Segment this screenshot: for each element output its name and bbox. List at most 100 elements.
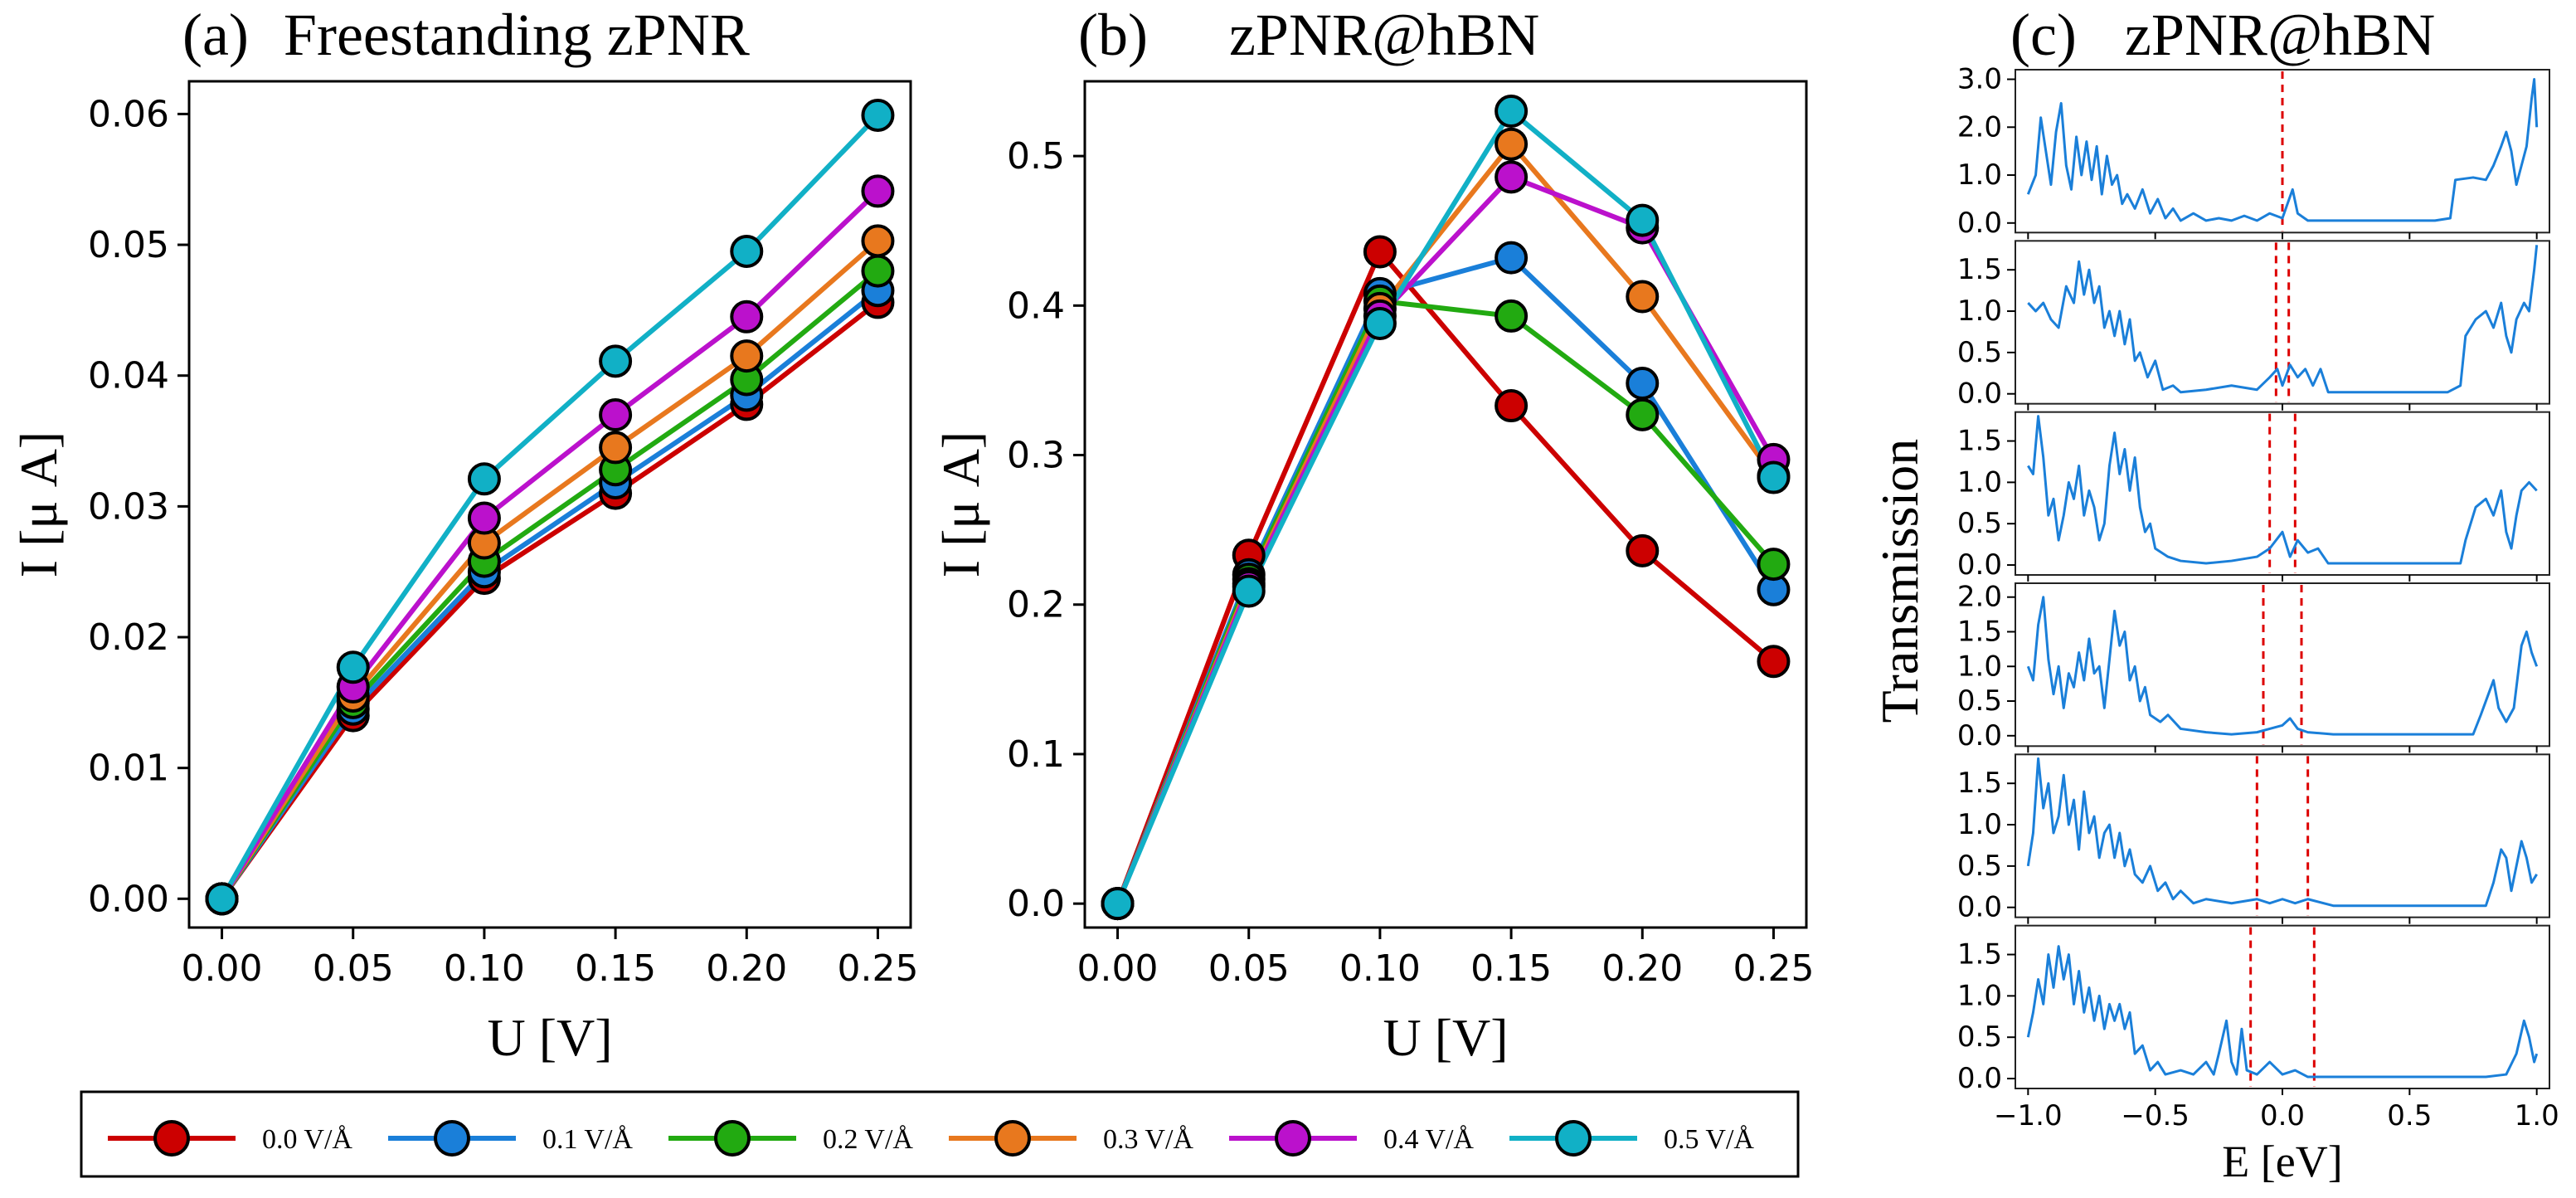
x-tick-label: 0.20 [1601,947,1683,990]
legend-label: 0.1 V/Å [542,1124,633,1155]
legend-marker [1555,1120,1592,1157]
data-point-s2-p5 [1757,548,1791,582]
data-point-s4-p4 [730,300,764,334]
y-tick-label: 0.03 [88,485,169,528]
series-line-3 [1115,141,1776,905]
y-tick-label: 0.00 [88,878,169,920]
transmission-subplot-1: 0.0 1.0 2.0 3.0 [1957,63,2550,240]
legend-entry-0: 0.0 V/Å [108,1120,352,1157]
series-line-5 [219,113,880,900]
legend-entry-3: 0.3 V/Å [949,1120,1193,1157]
data-point-s4-p2 [467,501,501,535]
legend-marker [994,1120,1031,1157]
transmission-subplot-6: 0.0 0.5 1.0 1.5 [1957,924,2550,1095]
legend-marker [434,1120,470,1157]
transmission-subplot-5: 0.0 0.5 1.0 1.5 [1957,753,2550,924]
x-tick-label: 0.00 [182,947,263,990]
y-tick-label: 0.0 [1957,548,2002,582]
legend-entry-1: 0.1 V/Å [388,1120,633,1157]
legend-entry-4: 0.4 V/Å [1229,1120,1474,1157]
data-point-s0-p3 [1495,389,1529,423]
panel-c-tag: (c) [2010,2,2077,68]
panel-a-frame [187,80,912,929]
data-point-s5-p2 [467,462,501,496]
y-tick-label: 2.0 [1957,110,2002,144]
x-tick-label: 0.05 [1208,947,1290,990]
x-tick-label: 0.10 [1339,947,1421,990]
legend-frame [80,1090,1800,1178]
y-tick-label: 0.04 [88,355,169,397]
series-line-4 [219,189,880,900]
y-tick-label: 0.02 [88,616,169,659]
series-line-2 [1115,298,1776,905]
y-tick-label: 0.5 [1007,135,1065,178]
data-point-s2-p3 [1495,299,1529,333]
transmission-subplot-2: 0.0 0.5 1.0 1.5 [1957,240,2550,411]
data-point-s2-p4 [1626,397,1660,431]
y-tick-label: 0.5 [1957,507,2002,540]
transmission-subplot-4: 0.00.51.01.52.0 [1957,581,2550,753]
y-tick-label: 0.0 [1957,719,2002,752]
y-tick-label: 3.0 [1957,63,2002,96]
data-point-s0-p2 [1363,235,1397,269]
data-point-s4-p5 [861,174,895,208]
x-tick-label: −0.5 [2121,1099,2190,1132]
y-tick-label: 0.5 [1957,850,2002,883]
transmission-curve [2026,945,2539,1079]
panel-c: (c) zPNR@hBN 0.01.02.03.00.00.51.01.50.0… [1870,2,2559,1186]
y-tick-label: 0.01 [88,748,169,790]
panel-a-title: (a) Freestanding zPNR [182,2,750,68]
subplot-frame [2015,411,2550,576]
y-tick-label: 1.5 [1957,767,2002,800]
transmission-subplot-3: 0.0 0.5 1.0 1.5 [1957,411,2550,582]
x-tick-label: −1.0 [1994,1099,2063,1132]
x-tick-label: 0.5 [2387,1099,2432,1132]
y-tick-label: 1.0 [1957,158,2002,192]
panel-b-title-text: zPNR@hBN [1229,2,1539,68]
panel-c-title: (c) zPNR@hBN [2010,2,2435,68]
x-tick-label: 0.25 [1733,947,1814,990]
series-line-3 [220,239,880,900]
data-point-s5-p1 [1232,574,1266,608]
legend-label: 0.0 V/Å [262,1124,352,1155]
y-tick-label: 1.0 [1957,295,2002,328]
x-tick-label: 0.15 [1470,947,1552,990]
legend-marker [714,1120,751,1157]
transmission-curve [2026,596,2539,736]
panel-b-tag: (b) [1078,2,1148,68]
y-tick-label: 0.2 [1007,584,1065,626]
series-line-1 [220,288,880,901]
x-tick-label: 0.00 [1077,947,1159,990]
data-point-s5-p3 [599,344,633,378]
legend-label: 0.5 V/Å [1664,1124,1754,1155]
legend-marker [153,1120,190,1157]
legend-marker [1275,1120,1311,1157]
panel-a-ylabel: I [μ A] [9,431,68,577]
data-point-s3-p4 [730,339,764,373]
data-point-s2-p5 [861,254,895,288]
legend: 0.0 V/Å 0.1 V/Å 0.2 V/Å 0.3 V/Å 0.4 V/Å 0.5 V… [80,1090,1800,1178]
x-tick-label: 0.20 [706,947,787,990]
data-point-s5-p1 [336,650,370,684]
y-tick-label: 0.0 [1957,377,2002,411]
data-point-s5-p3 [1495,95,1529,129]
subplot-frame [2015,924,2550,1089]
panel-a: (a) Freestanding zPNR 0.00 0.05 0.10 0.15 0.… [9,2,918,1067]
transmission-curve [2026,78,2539,222]
y-tick-label: 1.5 [1957,615,2002,648]
transmission-curve [2027,415,2538,565]
y-tick-label: 0.0 [1957,1062,2002,1095]
data-point-s0-p5 [1757,645,1791,679]
transmission-curve [2026,757,2538,908]
y-tick-label: 1.5 [1957,253,2002,286]
data-point-s1-p4 [1626,367,1660,401]
y-tick-label: 1.5 [1957,425,2002,458]
legend-entry-5: 0.5 V/Å [1509,1120,1754,1157]
panel-a-tag: (a) [182,2,249,68]
series-line-5 [1115,109,1776,905]
y-tick-label: 0.05 [88,224,169,266]
y-tick-label: 0.3 [1007,435,1065,477]
series-line-2 [220,269,880,900]
y-tick-label: 1.0 [1957,465,2002,499]
